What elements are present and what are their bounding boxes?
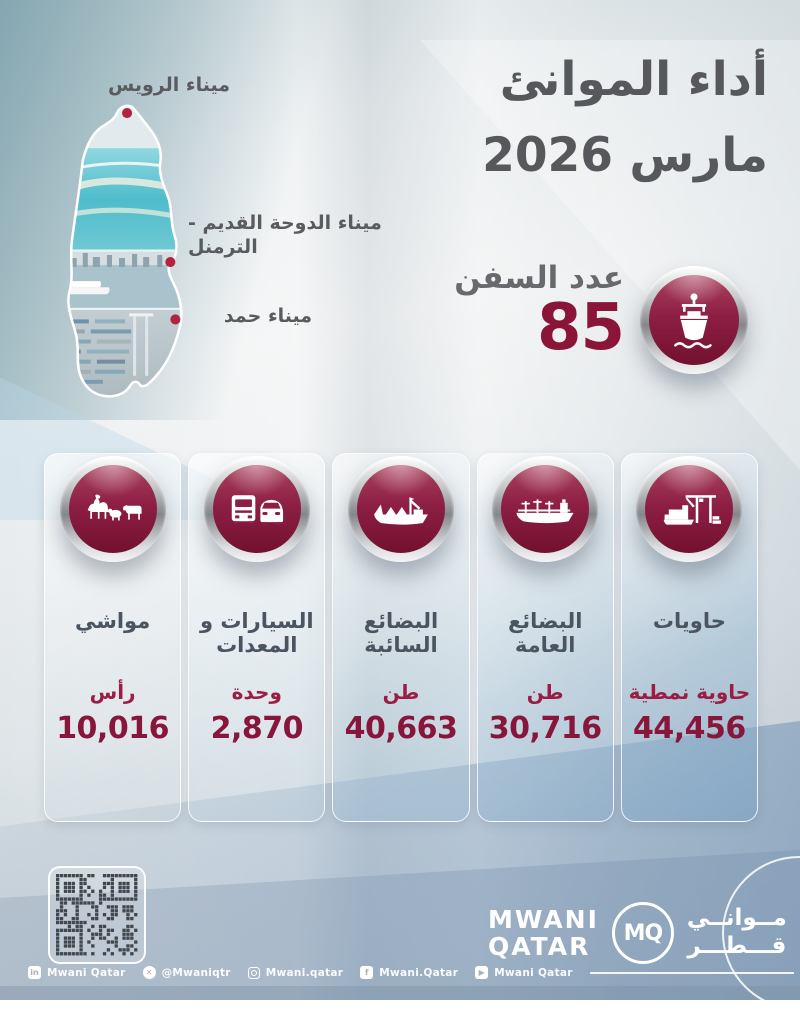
stat-value: 30,716 (488, 711, 602, 746)
container-crane-icon (645, 465, 734, 553)
footer-social-bar: in Mwani Qatar ✕ @Mwaniqtr Mwani.qatar f… (28, 966, 794, 979)
social-label: Mwani.Qatar (379, 966, 459, 979)
stat-unit: طن (382, 680, 420, 704)
port-marker-ruwais (122, 108, 133, 119)
port-label-ruwais: ميناء الرويس (107, 74, 230, 96)
youtube-icon: ▶ (475, 966, 489, 979)
page-title: أداء الموانئ مارس 2026 (482, 42, 768, 194)
stat-circle-containers (636, 456, 743, 562)
x-icon: ✕ (142, 966, 156, 979)
stat-circle-general-cargo (492, 456, 599, 562)
social-item-instagram[interactable]: Mwani.qatar (247, 966, 344, 979)
stat-column-livestock: مواشي رأس 10,016 (43, 453, 182, 822)
stat-unit: طن (526, 680, 564, 704)
social-item-youtube[interactable]: ▶ Mwani Qatar (475, 966, 573, 979)
stat-value: 44,456 (633, 711, 746, 746)
stat-value: 10,016 (56, 711, 169, 746)
qatar-map-graphic (67, 104, 183, 398)
stat-circle-vehicles (203, 456, 310, 562)
cruise-ship (68, 287, 110, 295)
title-line-1: أداء الموانئ (499, 52, 769, 107)
ship-icon (649, 275, 739, 365)
stat-label: السيارات و المعدات (199, 609, 314, 657)
ships-count-value: 85 (536, 291, 625, 365)
logo-en-line2: QATAR (488, 932, 591, 961)
stat-column-general-cargo: البضائع العامة طن 30,716 (476, 453, 614, 822)
title-line-2: مارس 2026 (482, 128, 768, 183)
stat-label: البضائع السائبة (363, 609, 439, 657)
photo-doha-port (68, 250, 182, 310)
qr-code-pattern (56, 874, 138, 956)
port-label-doha: ميناء الدوحة القديم - الترمنل (188, 212, 382, 258)
social-item-x[interactable]: ✕ @Mwaniqtr (142, 966, 231, 979)
stats-row: حاويات حاوية نمطية 44,456 البضائع العامة… (43, 453, 758, 822)
social-item-facebook[interactable]: f Mwani.Qatar (360, 966, 458, 979)
cargo-ship-icon (501, 465, 590, 553)
stat-column-vehicles: السيارات و المعدات وحدة 2,870 (188, 453, 326, 822)
social-item-linkedin[interactable]: in Mwani Qatar (28, 966, 126, 979)
stat-column-bulk-cargo: البضائع السائبة طن 40,663 (332, 453, 470, 822)
social-label: Mwani.qatar (265, 966, 344, 979)
stat-label: حاويات (652, 609, 726, 633)
linkedin-icon: in (28, 966, 41, 979)
ships-count-section: عدد السفن 85 (454, 260, 625, 365)
stat-circle-livestock (59, 456, 166, 562)
stat-label: مواشي (74, 609, 151, 633)
qatar-outline (67, 104, 183, 398)
bulk-ship-icon (357, 465, 445, 553)
background-teal-corner (0, 0, 430, 420)
stat-label: البضائع العامة (507, 609, 583, 657)
qatar-map (36, 100, 198, 412)
stat-unit: حاوية نمطية (628, 680, 751, 704)
mq-logo-icon: MQ (611, 902, 674, 964)
livestock-icon (68, 465, 157, 553)
footer-divider-line (589, 971, 794, 974)
instagram-icon (247, 966, 260, 979)
port-label-hamad: ميناء حمد (223, 305, 313, 327)
map-port-photos (68, 105, 182, 397)
stat-value: 2,870 (210, 711, 304, 746)
stat-column-containers: حاويات حاوية نمطية 44,456 (620, 453, 758, 822)
ships-circle-button (640, 266, 748, 374)
qr-code[interactable] (48, 866, 146, 964)
social-label: @Mwaniqtr (161, 966, 231, 979)
ships-count-label: عدد السفن (454, 260, 624, 296)
mq-letters: MQ (623, 920, 664, 946)
port-marker-doha (165, 257, 176, 268)
stat-value: 40,663 (344, 711, 458, 746)
facebook-icon: f (360, 966, 374, 979)
logo-english-text: MWANI QATAR (488, 906, 599, 960)
stat-circle-bulk-cargo (348, 456, 454, 562)
logo-en-line1: MWANI (488, 905, 599, 934)
stat-unit: رأس (89, 680, 136, 704)
stat-unit: وحدة (231, 680, 282, 704)
social-label: Mwani Qatar (494, 966, 573, 979)
port-marker-hamad (170, 314, 181, 325)
social-label: Mwani Qatar (47, 966, 126, 979)
truck-car-icon (212, 465, 301, 553)
background-bottom-edge (0, 986, 800, 1000)
